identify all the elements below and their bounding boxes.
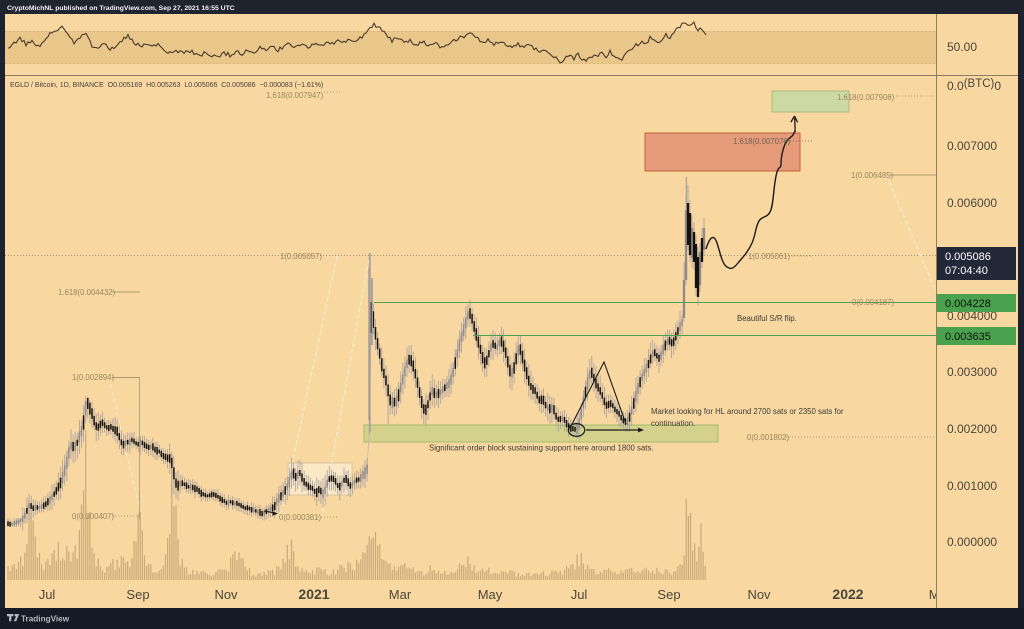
svg-text:Jul: Jul: [39, 587, 56, 602]
svg-text:continuation.: continuation.: [651, 419, 695, 428]
svg-text:2022: 2022: [832, 586, 863, 602]
svg-text:0.000000: 0.000000: [947, 535, 997, 549]
svg-text:CryptoMichNL published on Trad: CryptoMichNL published on TradingView.co…: [7, 5, 235, 12]
svg-text:0.006000: 0.006000: [947, 196, 997, 210]
svg-text:Sep: Sep: [657, 587, 680, 602]
svg-text:0(0.004187): 0(0.004187): [852, 298, 894, 307]
svg-text:0.001000: 0.001000: [947, 479, 997, 493]
svg-text:Beautiful S/R flip.: Beautiful S/R flip.: [737, 314, 797, 323]
svg-text:1.618(0.007947): 1.618(0.007947): [266, 91, 324, 100]
svg-text:0(0.001802): 0(0.001802): [747, 433, 789, 442]
svg-text:Market looking for HL around 2: Market looking for HL around 2700 sats o…: [651, 407, 844, 416]
svg-text:0(0.000381): 0(0.000381): [279, 513, 321, 522]
svg-text:0.003000: 0.003000: [947, 365, 997, 379]
svg-text:1(0.005061): 1(0.005061): [748, 252, 790, 261]
svg-text:Mar: Mar: [929, 587, 952, 602]
svg-text:Significant order block sustai: Significant order block sustaining suppo…: [429, 444, 654, 453]
svg-text:07:04:40: 07:04:40: [945, 265, 988, 277]
svg-text:1.618(0.004432): 1.618(0.004432): [58, 288, 116, 297]
svg-text:1.618(0.007906): 1.618(0.007906): [837, 93, 895, 102]
svg-text:50.00: 50.00: [947, 40, 977, 54]
svg-text:0.007000: 0.007000: [947, 139, 997, 153]
svg-text:1(0.006485): 1(0.006485): [851, 171, 893, 180]
svg-text:1(0.005057): 1(0.005057): [280, 252, 322, 261]
svg-text:Jul: Jul: [571, 587, 588, 602]
svg-text:1.618(0.007076): 1.618(0.007076): [733, 137, 791, 146]
svg-text:May: May: [478, 587, 503, 602]
svg-text:Nov: Nov: [747, 587, 771, 602]
svg-text:1(0.002894): 1(0.002894): [72, 373, 114, 382]
svg-text:Sep: Sep: [126, 587, 149, 602]
svg-text:0(0.000407): 0(0.000407): [72, 512, 114, 521]
svg-text:2021: 2021: [298, 586, 329, 602]
svg-text:Mar: Mar: [389, 587, 412, 602]
svg-text:0.004228: 0.004228: [945, 298, 991, 310]
svg-text:0.005086: 0.005086: [945, 251, 991, 263]
svg-text:0.0(BTC)0: 0.0(BTC)0: [947, 78, 1001, 93]
svg-text:0.003635: 0.003635: [945, 331, 991, 343]
svg-text:0.002000: 0.002000: [947, 422, 997, 436]
svg-text:EGLD / Bitcoin, 1D, BINANCE O: EGLD / Bitcoin, 1D, BINANCE O0.005169 H0…: [10, 82, 323, 89]
svg-text:TradingView: TradingView: [21, 615, 70, 624]
svg-text:0.004000: 0.004000: [947, 309, 997, 323]
svg-text:Nov: Nov: [214, 587, 238, 602]
